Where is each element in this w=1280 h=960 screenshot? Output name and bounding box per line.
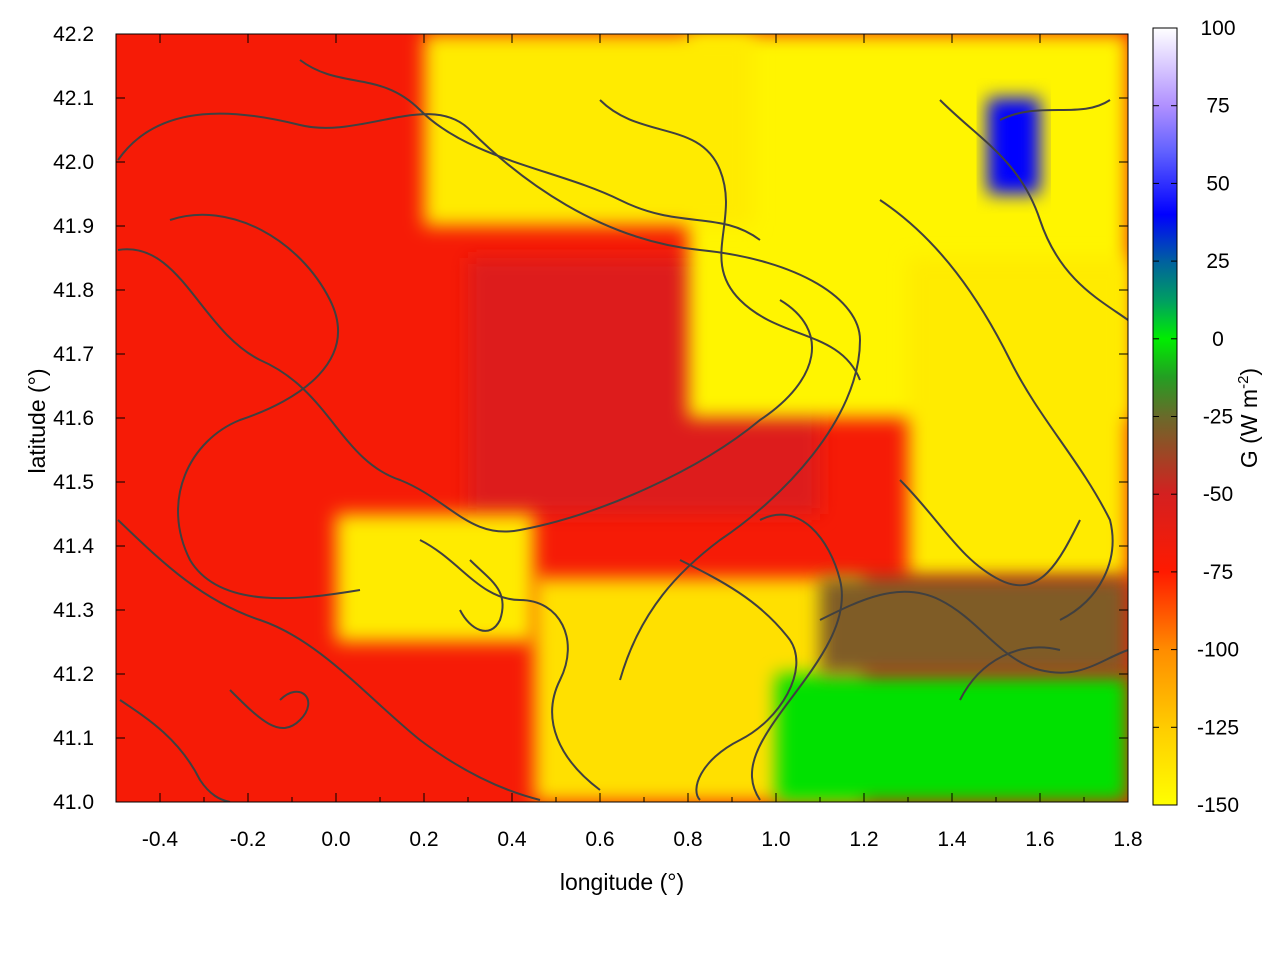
colorbar-tick-label: 0	[1212, 328, 1224, 351]
colorbar-tick-label: -125	[1197, 716, 1239, 739]
contour-line	[879, 199, 1114, 621]
heat-region	[776, 674, 1128, 802]
contour-line	[169, 213, 361, 600]
x-tick-label: -0.2	[230, 828, 266, 851]
colorbar-tick-label: -75	[1203, 561, 1233, 584]
colorbar-tick-label: 100	[1200, 17, 1235, 40]
y-tick-label: 41.7	[53, 343, 94, 366]
x-axis-title: longitude (°)	[560, 869, 684, 895]
contour-line	[117, 112, 862, 681]
x-tick-label: 0.6	[585, 828, 614, 851]
heat-region	[820, 578, 1128, 674]
colorbar-tick-label: 75	[1206, 95, 1229, 118]
contour-line	[229, 689, 310, 730]
contour-line	[939, 99, 1128, 321]
contour-line	[299, 59, 761, 241]
x-tick-label: 0.0	[321, 828, 350, 851]
contour-line	[599, 99, 861, 381]
contour-line	[959, 646, 1061, 701]
x-tick-label: 1.2	[849, 828, 878, 851]
colorbar-tick-label: -50	[1203, 483, 1233, 506]
heat-region	[336, 514, 534, 642]
y-tick-label: 41.0	[53, 791, 94, 814]
y-tick-label: 41.1	[53, 727, 94, 750]
y-tick-label: 41.4	[53, 535, 94, 558]
heat-region	[987, 98, 1040, 194]
contour-line	[819, 590, 1128, 674]
contour-line	[751, 513, 843, 801]
colorbar-tick-label: -100	[1197, 639, 1239, 662]
y-tick-label: 42.2	[53, 23, 94, 46]
y-tick-label: 42.1	[53, 87, 94, 110]
x-axis: -0.4 -0.2 0.0 0.2 0.4 0.6 0.8 1.0 1.2 1.4 1.6 1.8	[115, 34, 1143, 851]
colorbar-title-text: G (W m	[1236, 389, 1262, 468]
contour-line	[119, 699, 231, 802]
y-tick-label: 41.6	[53, 407, 94, 430]
contour-lines	[117, 59, 1128, 802]
x-tick-label: 1.6	[1025, 828, 1054, 851]
colorbar-tick-label: 50	[1206, 172, 1229, 195]
colorbar-title-superscript: -2	[1235, 376, 1252, 389]
contour-line	[999, 99, 1111, 121]
y-axis-title: latitude (°)	[24, 368, 50, 473]
contour-line	[899, 479, 1081, 587]
y-tick-label: 41.3	[53, 599, 94, 622]
y-tick-label: 41.2	[53, 663, 94, 686]
colorbar-tick-label: -25	[1203, 406, 1233, 429]
y-tick-label: 41.9	[53, 215, 94, 238]
y-tick-label: 42.0	[53, 151, 94, 174]
colorbar-tick-label: -150	[1197, 794, 1239, 817]
y-axis: 41.0 41.1 41.2 41.3 41.4 41.5 41.6 41.7 41.8 41.9…	[53, 23, 1128, 814]
x-tick-label: -0.4	[142, 828, 179, 851]
contour-line	[419, 539, 601, 791]
y-tick-label: 41.8	[53, 279, 94, 302]
y-tick-label: 41.5	[53, 471, 94, 494]
contour-line	[459, 559, 504, 632]
x-tick-label: 1.8	[1113, 828, 1142, 851]
contour-line	[679, 559, 798, 801]
colorbar-title-close: )	[1236, 368, 1262, 376]
x-tick-label: 0.8	[673, 828, 702, 851]
x-tick-label: 0.4	[497, 828, 527, 851]
x-tick-label: 1.4	[937, 828, 967, 851]
x-tick-label: 1.0	[761, 828, 790, 851]
contour-line	[117, 248, 814, 533]
heat-region	[908, 258, 1128, 578]
x-tick-label: 0.2	[409, 828, 438, 851]
contour-line	[117, 519, 541, 801]
colorbar-tick-label: 25	[1206, 250, 1229, 273]
heatmap-field	[116, 34, 1128, 802]
colorbar-axis: 100 75 50 25 0 -25 -50 -75 -100 -125 -150	[1153, 17, 1239, 817]
colorbar-title: G (W m-2)	[1235, 368, 1262, 468]
heat-region	[424, 34, 754, 226]
